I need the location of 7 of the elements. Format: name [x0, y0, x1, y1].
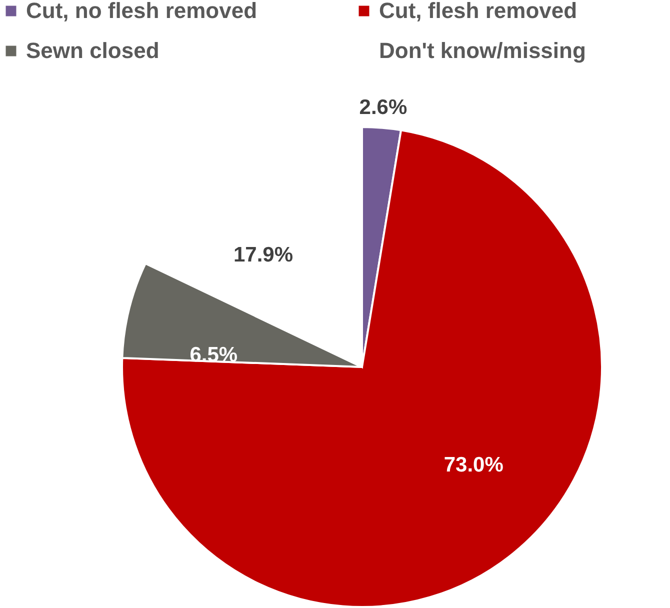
- slice-label: Don't know/missing: [379, 38, 586, 63]
- data-label: 2.6%: [359, 96, 408, 119]
- data-label: 73.0%: [444, 453, 504, 476]
- legend-label: Sewn closed: [26, 38, 160, 63]
- legend-label: Cut, flesh removed: [379, 0, 578, 23]
- legend-label: Cut, no flesh removed: [26, 0, 258, 23]
- data-label: 17.9%: [233, 244, 294, 267]
